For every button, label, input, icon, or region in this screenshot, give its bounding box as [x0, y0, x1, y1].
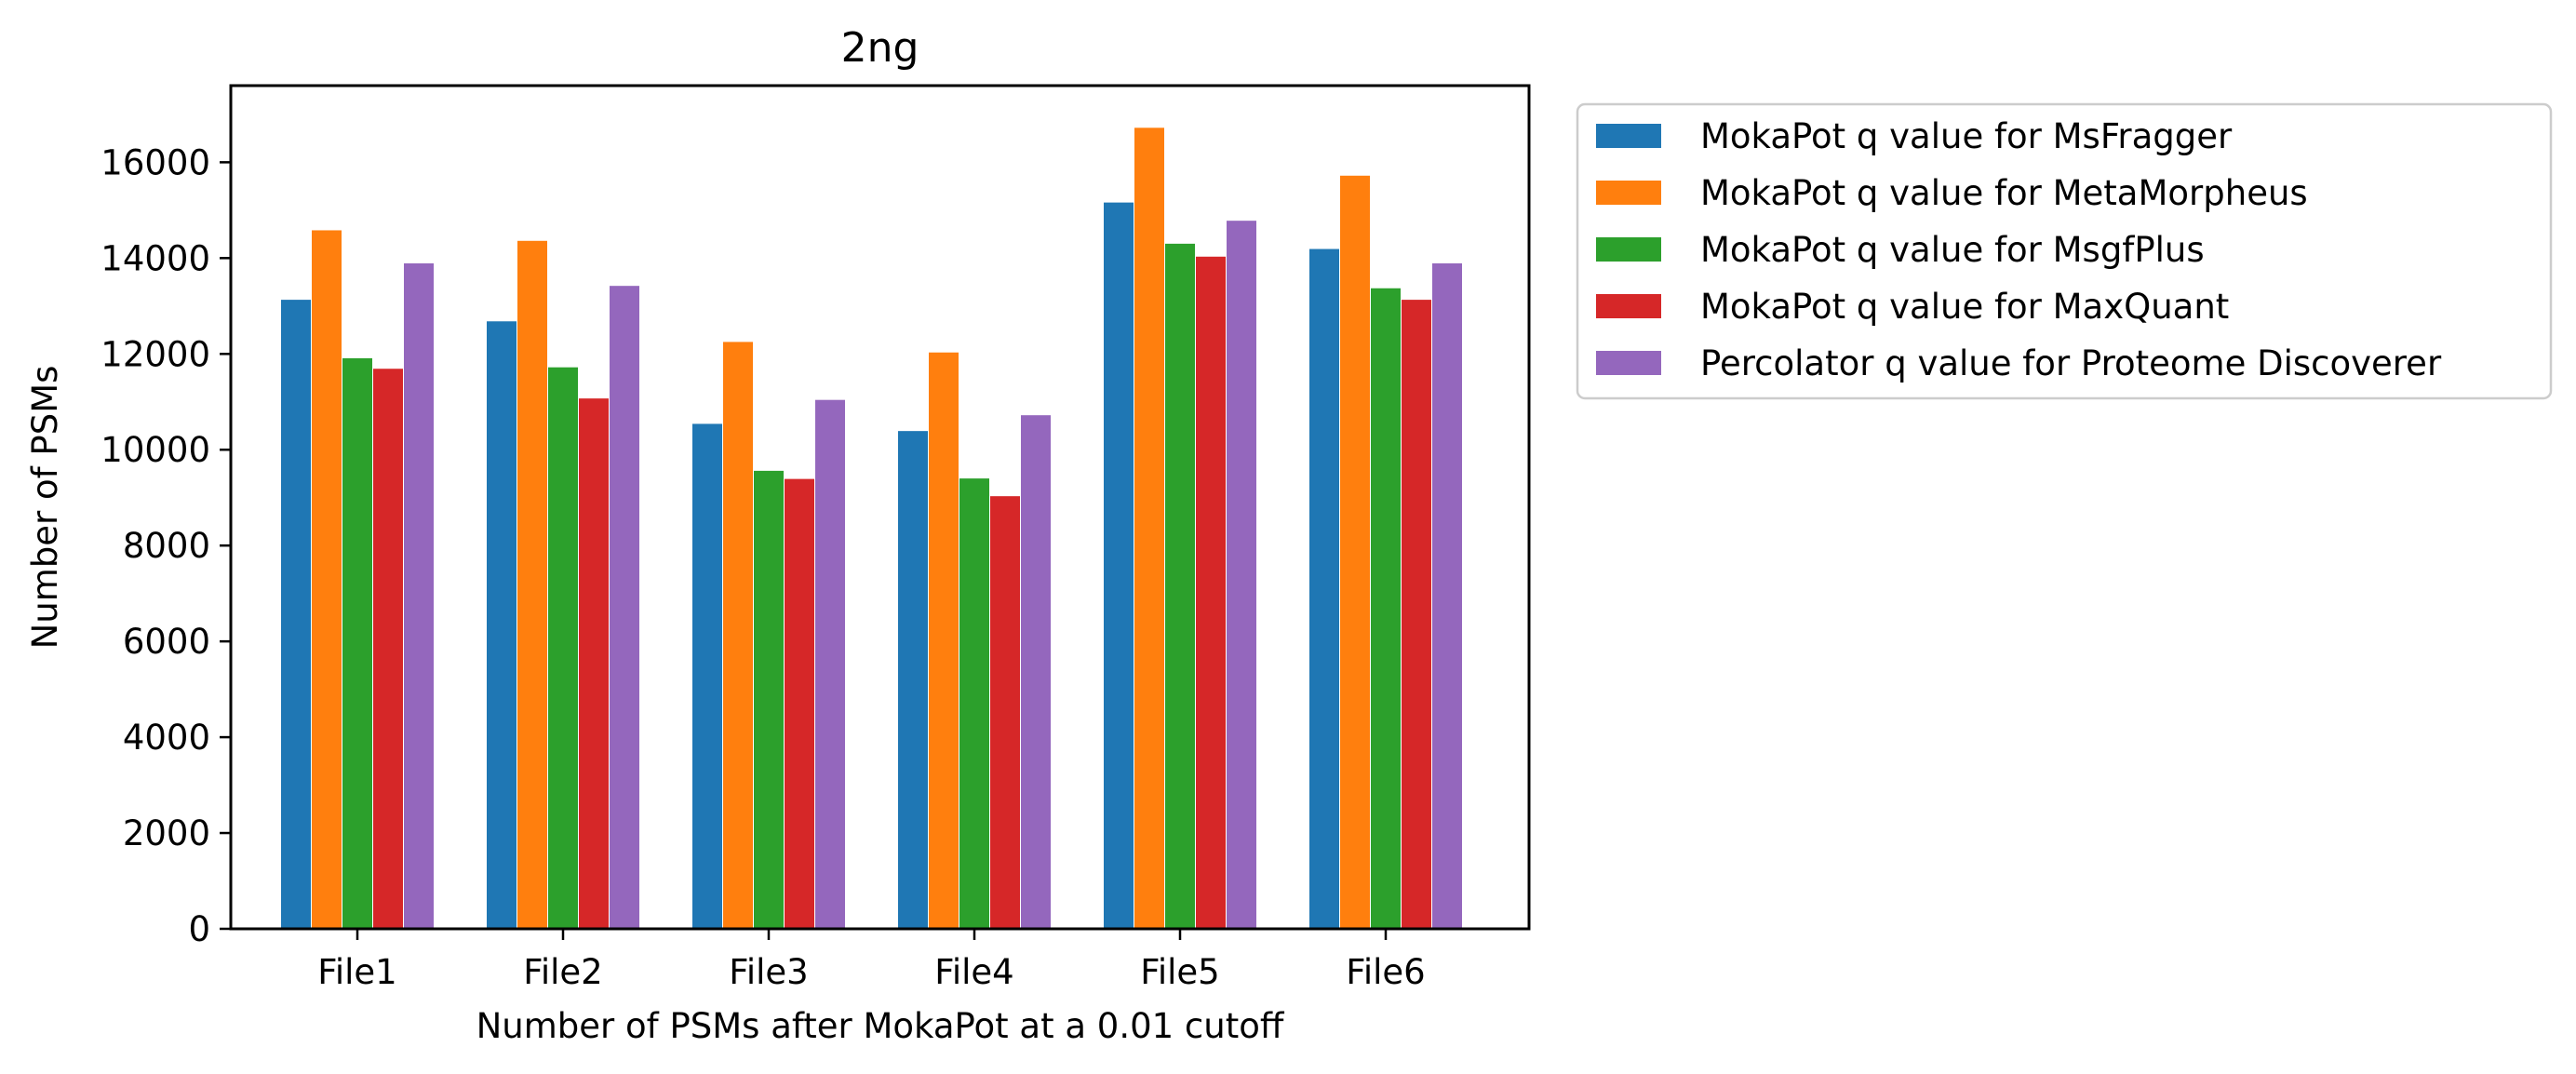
- legend-label: MokaPot q value for MsgfPlus: [1700, 230, 2205, 270]
- x-tick-label: File6: [1346, 952, 1425, 992]
- y-axis-label: Number of PSMs: [25, 366, 65, 650]
- bar-file3-series-2: [723, 342, 753, 929]
- x-tick-label: File1: [317, 952, 396, 992]
- y-tick-label: 10000: [101, 430, 210, 470]
- bar-file2-series-3: [548, 367, 578, 929]
- legend-swatch: [1596, 351, 1661, 375]
- x-tick-label: File3: [729, 952, 808, 992]
- legend-label: MokaPot q value for MsFragger: [1700, 116, 2233, 156]
- bar-file6-series-4: [1402, 300, 1431, 930]
- bar-file1-series-2: [312, 230, 342, 929]
- bar-file2-series-5: [610, 286, 639, 929]
- legend: MokaPot q value for MsFragger MokaPot q v…: [1576, 102, 2553, 400]
- bar-file5-series-3: [1165, 243, 1195, 929]
- legend-box: [1576, 102, 2553, 400]
- bar-file2-series-4: [579, 398, 609, 929]
- x-tick-label: File5: [1140, 952, 1219, 992]
- bar-file3-series-3: [754, 470, 784, 929]
- bar-file3-series-5: [815, 399, 845, 929]
- bar-file5-series-2: [1134, 128, 1164, 930]
- bar-file1-series-5: [404, 262, 434, 929]
- y-axis: 0 2000 4000 6000 8000 10000 12000 14000 16000: [101, 142, 231, 949]
- bar-file3-series-1: [692, 423, 722, 929]
- bar-file1-series-1: [281, 300, 311, 930]
- bar-file5-series-5: [1227, 221, 1256, 930]
- bar-file5-series-4: [1196, 256, 1226, 929]
- x-tick-label: File4: [934, 952, 1013, 992]
- legend-swatch: [1596, 124, 1661, 148]
- bar-file2-series-1: [487, 321, 517, 929]
- y-tick-label: 0: [188, 909, 210, 949]
- y-tick-label: 12000: [101, 334, 210, 374]
- bar-file4-series-1: [898, 431, 928, 929]
- bar-file5-series-1: [1104, 202, 1134, 929]
- legend-swatch: [1596, 181, 1661, 205]
- x-axis: File1 File2 File3 File4 File5 File6: [317, 929, 1426, 992]
- legend-swatch: [1596, 237, 1661, 262]
- bar-file6-series-5: [1432, 262, 1462, 929]
- bar-file2-series-2: [517, 240, 547, 929]
- legend-label: MokaPot q value for MetaMorpheus: [1700, 173, 2308, 213]
- plot-frame: [229, 84, 1531, 931]
- bar-file1-series-3: [342, 357, 372, 930]
- y-tick-label: 4000: [123, 718, 210, 758]
- chart-title: 2ng: [841, 24, 919, 72]
- x-axis-label: Number of PSMs after MokaPot at a 0.01 c…: [476, 1006, 1285, 1046]
- y-tick-label: 6000: [123, 622, 210, 662]
- bar-file1-series-4: [373, 369, 403, 929]
- bar-file4-series-5: [1021, 415, 1051, 929]
- y-tick-label: 16000: [101, 142, 210, 182]
- y-tick-label: 2000: [123, 813, 210, 853]
- x-tick-label: File2: [523, 952, 602, 992]
- bar-file4-series-4: [990, 496, 1020, 929]
- legend-swatch: [1596, 294, 1661, 318]
- legend-label: Percolator q value for Proteome Discover…: [1700, 343, 2442, 383]
- bar-file4-series-3: [959, 478, 989, 929]
- y-tick-label: 8000: [123, 526, 210, 566]
- bar-file6-series-2: [1340, 175, 1370, 929]
- y-tick-label: 14000: [101, 238, 210, 278]
- bar-file6-series-3: [1371, 288, 1401, 929]
- bar-file3-series-4: [785, 478, 814, 929]
- bar-file4-series-2: [929, 352, 959, 930]
- bars-layer: [281, 128, 1462, 930]
- bar-file6-series-1: [1309, 248, 1339, 930]
- legend-label: MokaPot q value for MaxQuant: [1700, 287, 2229, 327]
